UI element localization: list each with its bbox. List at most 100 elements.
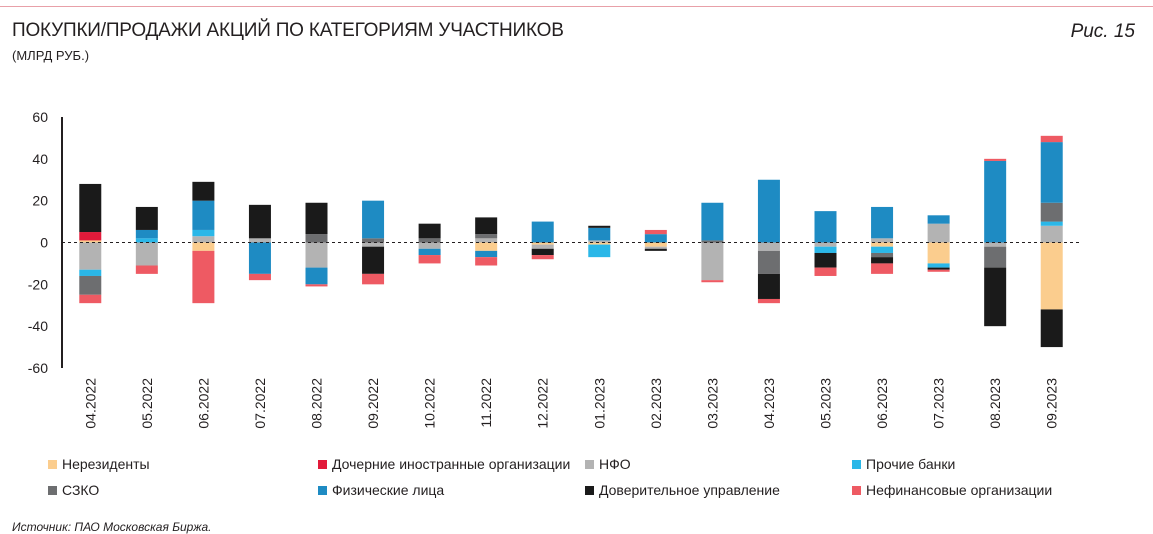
- legend-swatch: [585, 459, 594, 469]
- x-tick-label: 05.2022: [139, 378, 155, 429]
- bar-01.2023-физические-лица: [588, 227, 611, 241]
- x-tick-label: 10.2022: [422, 378, 438, 429]
- bar-04.2022-дочерние-иностранные-организации: [79, 232, 102, 241]
- bar-11.2022-нфо: [475, 238, 498, 243]
- x-tick-label: 12.2022: [535, 378, 551, 429]
- bar-09.2023-доверительное-управление: [1040, 309, 1063, 348]
- bar-03.2023-физические-лица: [701, 202, 724, 241]
- bar-07.2023-доверительное-управление: [927, 267, 950, 270]
- bar-06.2022-прочие-банки: [192, 229, 215, 237]
- figure-label: Рис. 15: [1070, 21, 1135, 42]
- bar-07.2023-нерезиденты: [927, 242, 950, 264]
- bar-04.2022-доверительное-управление: [79, 183, 102, 233]
- y-tick-label: -40: [28, 318, 48, 334]
- legend-item-дочерние-иностранные-организации: Дочерние иностранные организации: [318, 456, 570, 472]
- bar-06.2022-физические-лица: [192, 200, 215, 230]
- bar-06.2022-нерезиденты: [192, 242, 215, 251]
- bar-08.2023-сзко: [984, 246, 1007, 268]
- bar-03.2023-сзко: [701, 240, 724, 243]
- bar-04.2022-нефинансовые-организации: [79, 294, 102, 304]
- bar-06.2023-нерезиденты: [871, 242, 894, 247]
- bar-05.2023-нефинансовые-организации: [814, 267, 837, 276]
- bar-10.2022-нефинансовые-организации: [418, 255, 441, 264]
- bar-12.2022-нерезиденты: [531, 242, 554, 245]
- bar-12.2022-доверительное-управление: [531, 248, 554, 256]
- x-tick-label: 09.2023: [1044, 378, 1060, 429]
- bar-09.2023-прочие-банки: [1040, 221, 1063, 226]
- bar-11.2022-нерезиденты: [475, 242, 498, 251]
- bar-05.2023-нфо: [814, 242, 837, 247]
- bar-04.2022-прочие-банки: [79, 269, 102, 276]
- legend-swatch: [48, 485, 57, 495]
- source-note: Источник: ПАО Московская Биржа.: [12, 520, 212, 534]
- y-tick-label: 40: [32, 151, 48, 167]
- legend-item-нфо: НФО: [585, 456, 631, 472]
- bar-05.2023-физические-лица: [814, 211, 837, 243]
- bar-11.2022-доверительное-управление: [475, 217, 498, 235]
- bar-05.2022-нефинансовые-организации: [135, 265, 158, 274]
- bar-05.2022-физические-лица: [135, 229, 158, 239]
- bar-09.2023-сзко: [1040, 202, 1063, 222]
- bar-06.2022-нфо: [192, 236, 215, 243]
- top-rule: [0, 6, 1153, 7]
- bar-08.2022-физические-лица: [305, 267, 328, 285]
- x-tick-label: 04.2023: [761, 378, 777, 429]
- x-tick-label: 02.2023: [648, 378, 664, 429]
- bar-01.2023-нфо: [588, 240, 611, 243]
- legend-label: Нефинансовые организации: [866, 482, 1053, 498]
- bar-07.2023-физические-лица: [927, 215, 950, 224]
- legend-swatch: [48, 459, 57, 469]
- y-tick-label: 0: [40, 235, 48, 251]
- legend-item-нерезиденты: Нерезиденты: [48, 456, 150, 472]
- bar-01.2023-прочие-банки: [588, 244, 611, 258]
- chart-title: ПОКУПКИ/ПРОДАЖИ АКЦИЙ ПО КАТЕГОРИЯМ УЧАС…: [12, 20, 564, 41]
- x-axis-ticks: 04.2022 05.2022 06.2022 07.2022 08.2022 09.20…: [82, 378, 1059, 429]
- y-axis-ticks: 60 40 20 0 -20 -40 -60: [28, 109, 48, 376]
- bar-04.2023-сзко: [757, 250, 780, 274]
- x-tick-label: 07.2022: [252, 378, 268, 429]
- bar-11.2022-физические-лица: [475, 250, 498, 258]
- bar-06.2023-нфо: [871, 238, 894, 243]
- bar-10.2022-физические-лица: [418, 248, 441, 256]
- bar-06.2023-физические-лица: [871, 206, 894, 239]
- bar-08.2023-нефинансовые-организации: [984, 158, 1007, 161]
- legend-swatch: [318, 485, 327, 495]
- bar-02.2023-физические-лица: [644, 234, 667, 243]
- bar-04.2022-нфо: [79, 242, 102, 270]
- legend-swatch: [318, 459, 327, 469]
- legend-label: Прочие банки: [866, 456, 956, 472]
- legend-item-физические-лица: Физические лица: [318, 482, 444, 498]
- stacked-bar-chart: 60 40 20 0 -20 -40 -60 04.2022 05.2022 06.2022 07…: [28, 109, 1080, 429]
- x-tick-label: 08.2022: [309, 378, 325, 429]
- x-tick-label: 11.2022: [478, 378, 494, 428]
- bar-10.2022-сзко: [418, 238, 441, 243]
- bar-04.2023-нефинансовые-организации: [757, 298, 780, 304]
- x-tick-label: 09.2022: [365, 378, 381, 429]
- bar-09.2022-нфо: [362, 242, 385, 247]
- x-tick-label: 08.2023: [987, 378, 1003, 429]
- x-tick-label: 06.2023: [874, 378, 890, 429]
- bar-04.2023-физические-лица: [757, 179, 780, 243]
- bar-05.2022-прочие-банки: [135, 238, 158, 243]
- bar-07.2023-нфо: [927, 223, 950, 243]
- bar-09.2022-нефинансовые-организации: [362, 273, 385, 285]
- x-tick-label: 06.2022: [195, 378, 211, 429]
- bar-06.2023-сзко: [871, 252, 894, 258]
- bar-07.2022-нфо: [248, 238, 271, 243]
- bar-04.2023-доверительное-управление: [757, 273, 780, 299]
- bar-04.2022-сзко: [79, 275, 102, 295]
- legend-item-доверительное-управление: Доверительное управление: [585, 482, 780, 498]
- chart-legend: Нерезиденты Дочерние иностранные организа…: [0, 452, 1153, 502]
- bars: [79, 135, 1063, 348]
- bar-08.2023-нфо: [984, 242, 1007, 247]
- legend-label: Доверительное управление: [599, 482, 780, 498]
- bar-08.2023-физические-лица: [984, 160, 1007, 243]
- bar-01.2023-нерезиденты: [588, 242, 611, 245]
- legend-label: НФО: [599, 456, 631, 472]
- legend-label: Дочерние иностранные организации: [332, 456, 571, 472]
- bar-09.2023-нфо: [1040, 225, 1063, 243]
- bar-12.2022-нефинансовые-организации: [531, 255, 554, 260]
- legend-swatch: [852, 459, 861, 469]
- legend-label: СЗКО: [62, 482, 100, 498]
- bar-07.2023-прочие-банки: [927, 263, 950, 268]
